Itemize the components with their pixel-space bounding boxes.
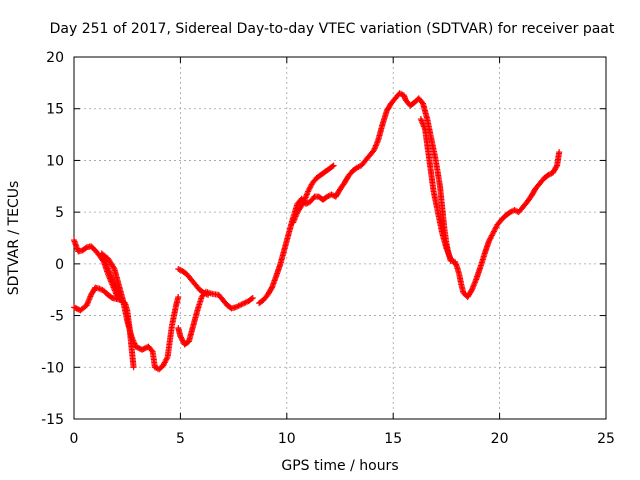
x-tick-label: 20 bbox=[491, 431, 509, 447]
x-axis-label: GPS time / hours bbox=[281, 458, 398, 474]
y-tick-label: 10 bbox=[46, 153, 64, 169]
grid-lines bbox=[74, 57, 606, 419]
x-tick-label: 0 bbox=[70, 431, 79, 447]
data-point bbox=[447, 255, 454, 262]
data-point bbox=[330, 162, 337, 169]
x-tick-label: 10 bbox=[278, 431, 296, 447]
x-tick-label: 15 bbox=[384, 431, 402, 447]
chart-title: Day 251 of 2017, Sidereal Day-to-day VTE… bbox=[50, 21, 615, 37]
data-point bbox=[468, 287, 475, 294]
data-point bbox=[249, 294, 256, 301]
data-point bbox=[553, 163, 560, 170]
data-point bbox=[329, 163, 336, 170]
x-tick-label: 25 bbox=[597, 431, 615, 447]
y-tick-label: 20 bbox=[46, 50, 64, 66]
data-point bbox=[248, 295, 255, 302]
data-point bbox=[110, 264, 117, 271]
axis-ticks: 0 5 10 15 20 25 -15 -10 -5 0 5 10 15 20 bbox=[41, 50, 615, 447]
data-point bbox=[163, 355, 170, 362]
y-tick-label: 5 bbox=[55, 205, 64, 221]
data-point bbox=[556, 149, 563, 156]
data-point bbox=[205, 291, 212, 298]
data-point bbox=[268, 285, 275, 292]
data-point bbox=[148, 347, 155, 354]
data-point bbox=[175, 293, 182, 300]
y-tick-label: -5 bbox=[50, 309, 64, 325]
data-points bbox=[71, 90, 563, 373]
y-tick-label: 15 bbox=[46, 102, 64, 118]
x-tick-label: 5 bbox=[176, 431, 185, 447]
y-axis-label: SDTVAR / TECUs bbox=[6, 181, 22, 296]
y-tick-label: -15 bbox=[41, 412, 64, 428]
y-tick-label: -10 bbox=[41, 360, 64, 376]
data-point bbox=[130, 364, 137, 371]
y-tick-label: 0 bbox=[55, 257, 64, 273]
